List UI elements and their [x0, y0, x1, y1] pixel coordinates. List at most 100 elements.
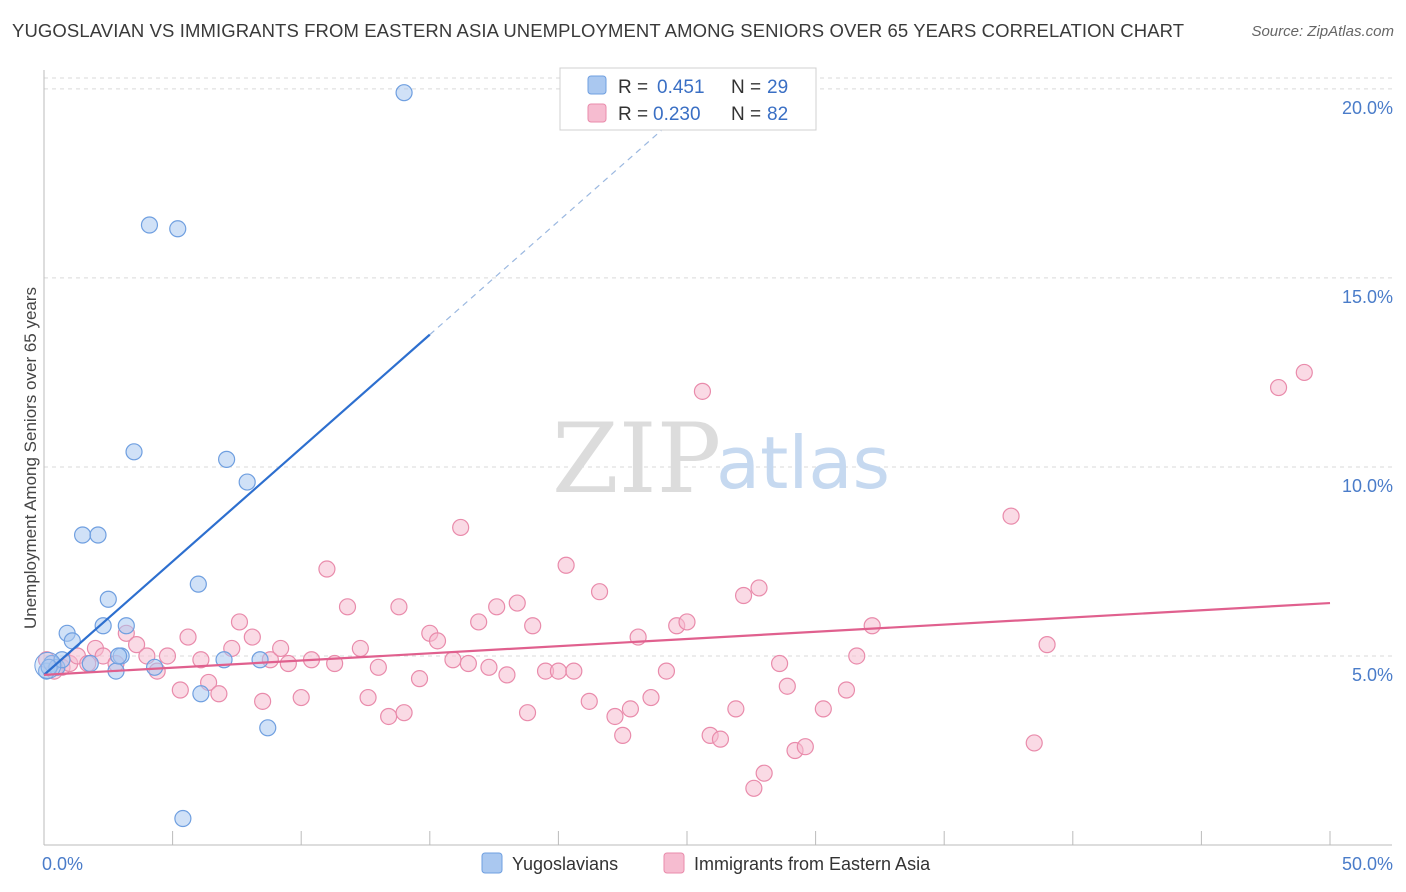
immigrants-point-70: [750, 579, 768, 597]
x-tick-label-max: 50.0%: [1342, 854, 1393, 874]
yugoslavians-point-17: [169, 220, 187, 238]
immigrants-point-78: [848, 647, 866, 665]
immigrants-point-83: [1269, 378, 1288, 397]
immigrants-point-54: [580, 692, 598, 710]
immigrants-point-46: [498, 666, 516, 684]
immigrants-point-21: [243, 628, 261, 646]
yugoslavians-point-10: [99, 590, 117, 608]
trend-lines: [43, 130, 1331, 676]
yugoslavians-point-15: [140, 216, 159, 234]
immigrants-point-37: [410, 670, 429, 688]
axes: [43, 70, 1392, 846]
correlation-legend: R = 0.451 N = 29 R = 0.230 N = 82: [559, 67, 817, 131]
x-tick-labels: 0.0% 50.0%: [42, 854, 1393, 874]
immigrants-point-20: [230, 613, 249, 631]
immigrants-point-84: [1295, 363, 1313, 382]
legend-r-label-1: R =: [618, 77, 648, 98]
y-tick-label-3: 20.0%: [1342, 98, 1393, 118]
legend-swatch-immigrants: [663, 852, 685, 874]
immigrants-point-58: [621, 700, 640, 718]
y-axis-label: Unemployment Among Seniors over 65 years: [21, 287, 40, 629]
immigrants-point-41: [452, 518, 470, 537]
yugoslavians-point-13: [117, 617, 135, 635]
series-immigrants-points: [37, 363, 1313, 797]
immigrants-point-61: [657, 662, 676, 680]
immigrants-point-47: [508, 594, 526, 612]
source-label: Source: ZipAtlas.com: [1251, 23, 1394, 40]
immigrants-point-18: [210, 685, 228, 703]
immigrants-point-28: [318, 560, 336, 578]
immigrants-point-24: [272, 639, 290, 658]
immigrants-point-48: [518, 704, 537, 722]
watermark-atlas: atlas: [716, 421, 890, 505]
immigrants-point-67: [727, 700, 745, 718]
immigrants-point-45: [488, 598, 506, 616]
yugoslavians-cluster-marker: [34, 651, 62, 679]
immigrants-point-64: [693, 382, 712, 400]
immigrants-point-25: [279, 654, 297, 673]
immigrants-point-44: [480, 658, 498, 676]
yugoslavians-point-22: [218, 450, 236, 468]
immigrants-point-14: [171, 681, 189, 699]
watermark: ZIP atlas: [552, 403, 890, 515]
legend-n-value-1: 29: [767, 77, 788, 98]
legend-swatch-blue: [587, 75, 607, 95]
yugoslavians-point-19: [189, 575, 207, 593]
yugoslavians-point-23: [238, 473, 256, 491]
watermark-zip: ZIP: [552, 403, 721, 515]
immigrants-trend-line: [43, 601, 1331, 676]
immigrants-point-35: [390, 598, 408, 616]
yugoslavians-point-9: [94, 617, 112, 635]
yugoslavians-point-24: [251, 651, 269, 669]
series-legend: Yugoslavians Immigrants from Eastern Asi…: [481, 852, 931, 874]
immigrants-point-55: [590, 583, 609, 601]
immigrants-point-63: [678, 613, 696, 631]
immigrants-point-73: [778, 677, 796, 695]
immigrants-point-76: [814, 700, 832, 718]
immigrants-point-13: [158, 647, 177, 665]
immigrants-point-22: [254, 692, 272, 710]
immigrants-point-32: [359, 688, 377, 707]
immigrants-point-75: [796, 738, 814, 756]
immigrants-point-69: [745, 779, 763, 797]
immigrants-point-56: [606, 707, 624, 726]
immigrants-point-80: [1002, 507, 1020, 525]
legend-label-yugoslavians: Yugoslavians: [512, 854, 618, 874]
immigrants-point-30: [338, 598, 357, 616]
immigrants-point-57: [614, 726, 632, 744]
immigrants-point-15: [179, 628, 197, 646]
immigrants-point-79: [863, 617, 881, 635]
yugoslavians-point-26: [395, 84, 413, 102]
immigrants-point-40: [444, 651, 462, 669]
immigrants-point-68: [734, 586, 753, 605]
immigrants-point-66: [711, 730, 730, 748]
legend-n-label-2: N =: [731, 104, 761, 125]
immigrants-point-10: [127, 636, 146, 654]
legend-label-immigrants: Immigrants from Eastern Asia: [694, 854, 931, 874]
y-tick-label-1: 10.0%: [1342, 476, 1393, 496]
y-tick-label-2: 15.0%: [1342, 287, 1393, 307]
immigrants-point-49: [524, 617, 542, 635]
x-tick-label-min: 0.0%: [42, 854, 83, 874]
immigrants-point-31: [351, 639, 369, 658]
chart-title: YUGOSLAVIAN VS IMMIGRANTS FROM EASTERN A…: [12, 20, 1185, 41]
immigrants-point-39: [428, 632, 447, 650]
yugoslavians-point-6: [73, 526, 92, 544]
immigrants-point-82: [1038, 636, 1056, 654]
legend-n-value-2: 82: [767, 104, 788, 125]
immigrants-point-71: [755, 764, 773, 782]
immigrants-point-36: [395, 704, 413, 722]
immigrants-point-16: [192, 651, 210, 669]
immigrants-point-52: [557, 556, 575, 574]
immigrants-point-43: [470, 613, 488, 631]
yugoslavians-point-7: [81, 654, 99, 673]
immigrants-point-33: [369, 658, 387, 676]
yugoslavians-trend-extension: [429, 130, 662, 336]
yugoslavians-point-8: [89, 526, 107, 544]
legend-r-value-2: 0.230: [653, 104, 701, 125]
immigrants-point-34: [380, 707, 398, 726]
series-yugoslavians-points: [34, 84, 413, 828]
y-tick-label-0: 5.0%: [1352, 665, 1393, 685]
immigrants-point-26: [292, 688, 310, 707]
